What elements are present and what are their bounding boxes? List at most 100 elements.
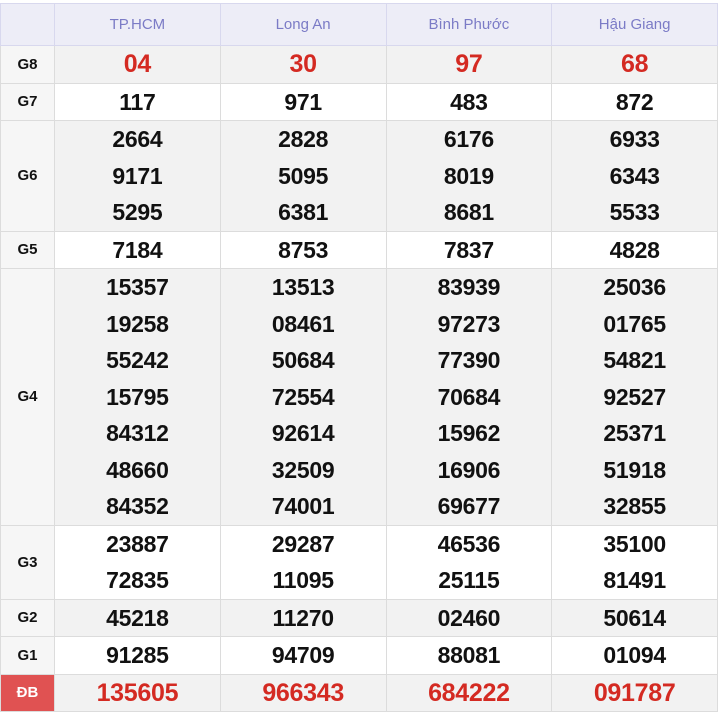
prize-cell: 25036 01765 54821 92527 25371 51918 32855 — [551, 268, 718, 526]
prize-row-g4: G4 15357 19258 55242 15795 84312 48660 84352 135… — [0, 268, 718, 526]
prize-cell: 04 — [54, 45, 221, 84]
prize-cell: 50614 — [551, 598, 718, 637]
prize-cell: 684222 — [385, 673, 553, 712]
corner-cell — [0, 3, 55, 46]
prize-number: 684222 — [428, 678, 510, 707]
prize-number: 32855 — [603, 493, 666, 519]
prize-number: 8681 — [443, 199, 494, 225]
prize-number: 72835 — [106, 567, 169, 593]
prize-row-đb: ĐB 135605 966343 684222 091787 — [0, 673, 718, 712]
prize-cell: 971 — [219, 82, 387, 121]
prize-number: 91285 — [106, 642, 169, 668]
prize-number: 48660 — [106, 456, 169, 483]
prize-cell: 8753 — [219, 230, 387, 269]
prize-cell: 91285 — [54, 636, 221, 675]
prize-number: 11270 — [272, 604, 335, 631]
prize-number: 92614 — [271, 420, 335, 446]
prize-row-g3: G3 23887 72835 29287 11095 46536 25115 35100 814… — [0, 524, 718, 600]
prize-number: 8019 — [443, 162, 494, 189]
prize-number: 483 — [450, 88, 488, 115]
prize-number: 01765 — [603, 310, 666, 337]
prize-cell: 117 — [54, 82, 221, 121]
prize-row-g1: G1 91285 94709 88081 01094 — [0, 636, 718, 675]
prize-row-g6: G6 2664 9171 5295 2828 5095 6381 6176 8019 8681 69… — [0, 120, 718, 232]
prize-label: G8 — [0, 45, 55, 84]
prize-cell: 2664 9171 5295 — [54, 120, 221, 232]
prize-cell: 45218 — [54, 598, 221, 637]
prize-number: 46536 — [437, 530, 501, 557]
prize-number: 74001 — [271, 493, 335, 519]
prize-number: 8753 — [278, 236, 329, 263]
prize-number: 15795 — [106, 383, 169, 410]
prize-number: 091787 — [593, 678, 676, 707]
prize-number: 2664 — [112, 126, 163, 152]
prize-cell: 4828 — [551, 230, 718, 269]
province-header[interactable]: Bình Phước — [385, 3, 553, 46]
prize-label: G7 — [0, 82, 55, 121]
prize-number: 70684 — [437, 383, 501, 410]
prize-row-g7: G7 117 971 483 872 — [0, 82, 718, 121]
prize-cell: 29287 11095 — [219, 524, 387, 600]
prize-number: 94709 — [271, 642, 335, 668]
prize-cell: 13513 08461 50684 72554 92614 32509 74001 — [219, 268, 387, 526]
prize-number: 6933 — [609, 126, 660, 152]
prize-cell: 02460 — [385, 598, 553, 637]
prize-number: 5533 — [609, 199, 660, 225]
prize-number: 72554 — [271, 383, 335, 410]
prize-cell: 135605 — [54, 673, 221, 712]
prize-cell: 483 — [385, 82, 553, 121]
prize-cell: 01094 — [551, 636, 718, 675]
prize-cell: 091787 — [551, 673, 718, 712]
prize-number: 45218 — [106, 604, 169, 631]
prize-number: 84312 — [106, 420, 169, 446]
prize-number: 29287 — [271, 530, 335, 557]
prize-number: 7184 — [112, 236, 163, 263]
prize-row-g5: G5 7184 8753 7837 4828 — [0, 230, 718, 269]
prize-number: 02460 — [437, 604, 501, 631]
prize-number: 971 — [284, 88, 322, 115]
prize-cell: 97 — [385, 45, 553, 84]
prize-number: 9171 — [112, 162, 163, 189]
prize-number: 15357 — [106, 274, 169, 300]
prize-number: 6343 — [609, 162, 660, 189]
province-header[interactable]: Long An — [219, 3, 387, 46]
prize-label: G6 — [0, 120, 55, 232]
prize-cell: 11270 — [219, 598, 387, 637]
prize-label: G5 — [0, 230, 55, 269]
prize-label: G4 — [0, 268, 55, 526]
prize-number: 04 — [123, 50, 152, 78]
prize-cell: 6933 6343 5533 — [551, 120, 718, 232]
prize-number: 135605 — [96, 678, 179, 707]
prize-number: 25371 — [603, 420, 666, 446]
prize-number: 5295 — [112, 199, 163, 225]
prize-number: 13513 — [271, 274, 335, 300]
prize-number: 55242 — [106, 347, 169, 373]
prize-number: 117 — [119, 88, 156, 115]
prize-cell: 83939 97273 77390 70684 15962 16906 69677 — [385, 268, 553, 526]
prize-cell: 872 — [551, 82, 718, 121]
prize-number: 84352 — [106, 493, 169, 519]
prize-cell: 966343 — [219, 673, 387, 712]
prize-label: G1 — [0, 636, 55, 675]
prize-number: 6176 — [443, 126, 494, 152]
prize-number: 69677 — [437, 493, 501, 519]
prize-number: 88081 — [437, 642, 501, 668]
prize-number: 35100 — [603, 530, 666, 557]
province-header[interactable]: Hậu Giang — [551, 3, 718, 46]
prize-number: 08461 — [271, 310, 335, 337]
prize-number: 25036 — [603, 274, 666, 300]
prize-cell: 88081 — [385, 636, 553, 675]
province-header[interactable]: TP.HCM — [54, 3, 221, 46]
prize-number: 2828 — [278, 126, 329, 152]
prize-number: 11095 — [272, 567, 335, 593]
prize-number: 01094 — [603, 642, 666, 668]
prize-number: 4828 — [609, 236, 660, 263]
prize-number: 77390 — [437, 347, 501, 373]
lottery-results-table: TP.HCM Long An Bình Phước Hậu Giang G8 04… — [0, 3, 718, 712]
prize-rows: G8 04 30 97 68 G7 117 971 483 872 G6 2664 9171 5295 28… — [0, 45, 718, 712]
prize-row-g8: G8 04 30 97 68 — [0, 45, 718, 84]
header-row: TP.HCM Long An Bình Phước Hậu Giang — [0, 3, 718, 46]
prize-number: 81491 — [603, 567, 666, 593]
prize-number: 23887 — [106, 530, 169, 557]
prize-number: 7837 — [443, 236, 494, 263]
